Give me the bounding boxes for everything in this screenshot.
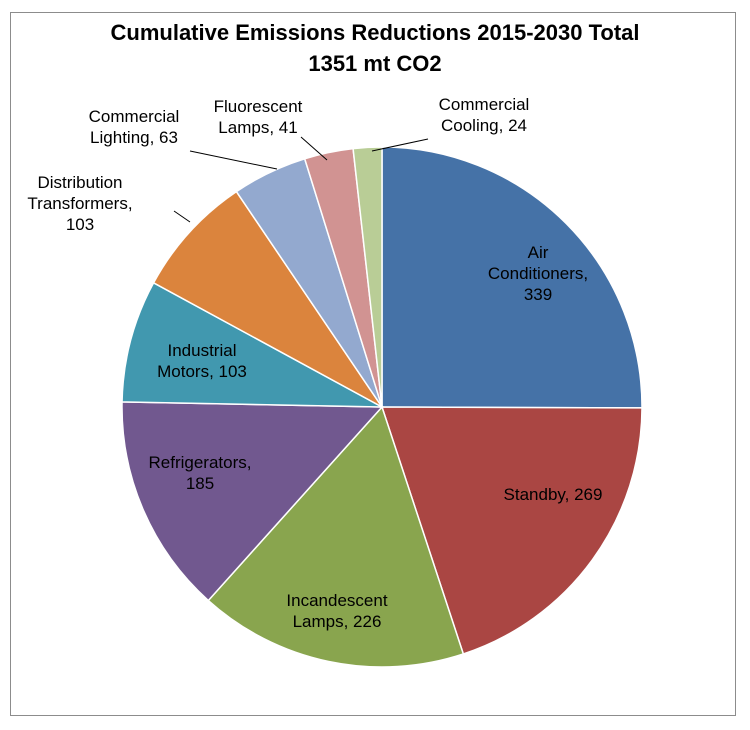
data-label-commercial-cooling: Commercial Cooling, 24 <box>439 95 530 135</box>
leader-line-commercial-cooling <box>371 138 429 152</box>
pie-slice-refrigerators <box>121 401 384 602</box>
data-label-industrial-motors: Industrial Motors, 103 <box>157 341 247 381</box>
data-label-refrigerators: Refrigerators, 185 <box>149 453 252 493</box>
data-label-commercial-lighting: Commercial Lighting, 63 <box>89 107 180 147</box>
leader-line-fluorescent-lamps <box>300 136 328 161</box>
leader-line-commercial-lighting <box>189 150 278 170</box>
data-label-air-conditioners: Air Conditioners, 339 <box>488 243 588 304</box>
pie-slice-commercial-cooling <box>352 146 383 408</box>
pie-slice-standby <box>380 406 643 655</box>
data-label-incandescent-lamps: Incandescent Lamps, 226 <box>286 591 387 631</box>
data-label-fluorescent-lamps: Fluorescent Lamps, 41 <box>214 97 303 137</box>
chart-title-line-1: Cumulative Emissions Reductions 2015-203… <box>110 20 640 45</box>
chart-title-line-2: 1351 mt CO2 <box>308 51 442 76</box>
pie-slice-industrial-motors <box>121 281 383 408</box>
data-label-distribution-transformers: Distribution Transformers, 103 <box>27 173 132 234</box>
data-label-standby: Standby, 269 <box>504 485 603 504</box>
pie-slice-air-conditioners <box>381 146 643 409</box>
pie-slice-incandescent-lamps <box>207 405 465 668</box>
pie-slice-distribution-transformers <box>152 190 383 408</box>
leader-line-distribution-transformers <box>173 210 191 223</box>
